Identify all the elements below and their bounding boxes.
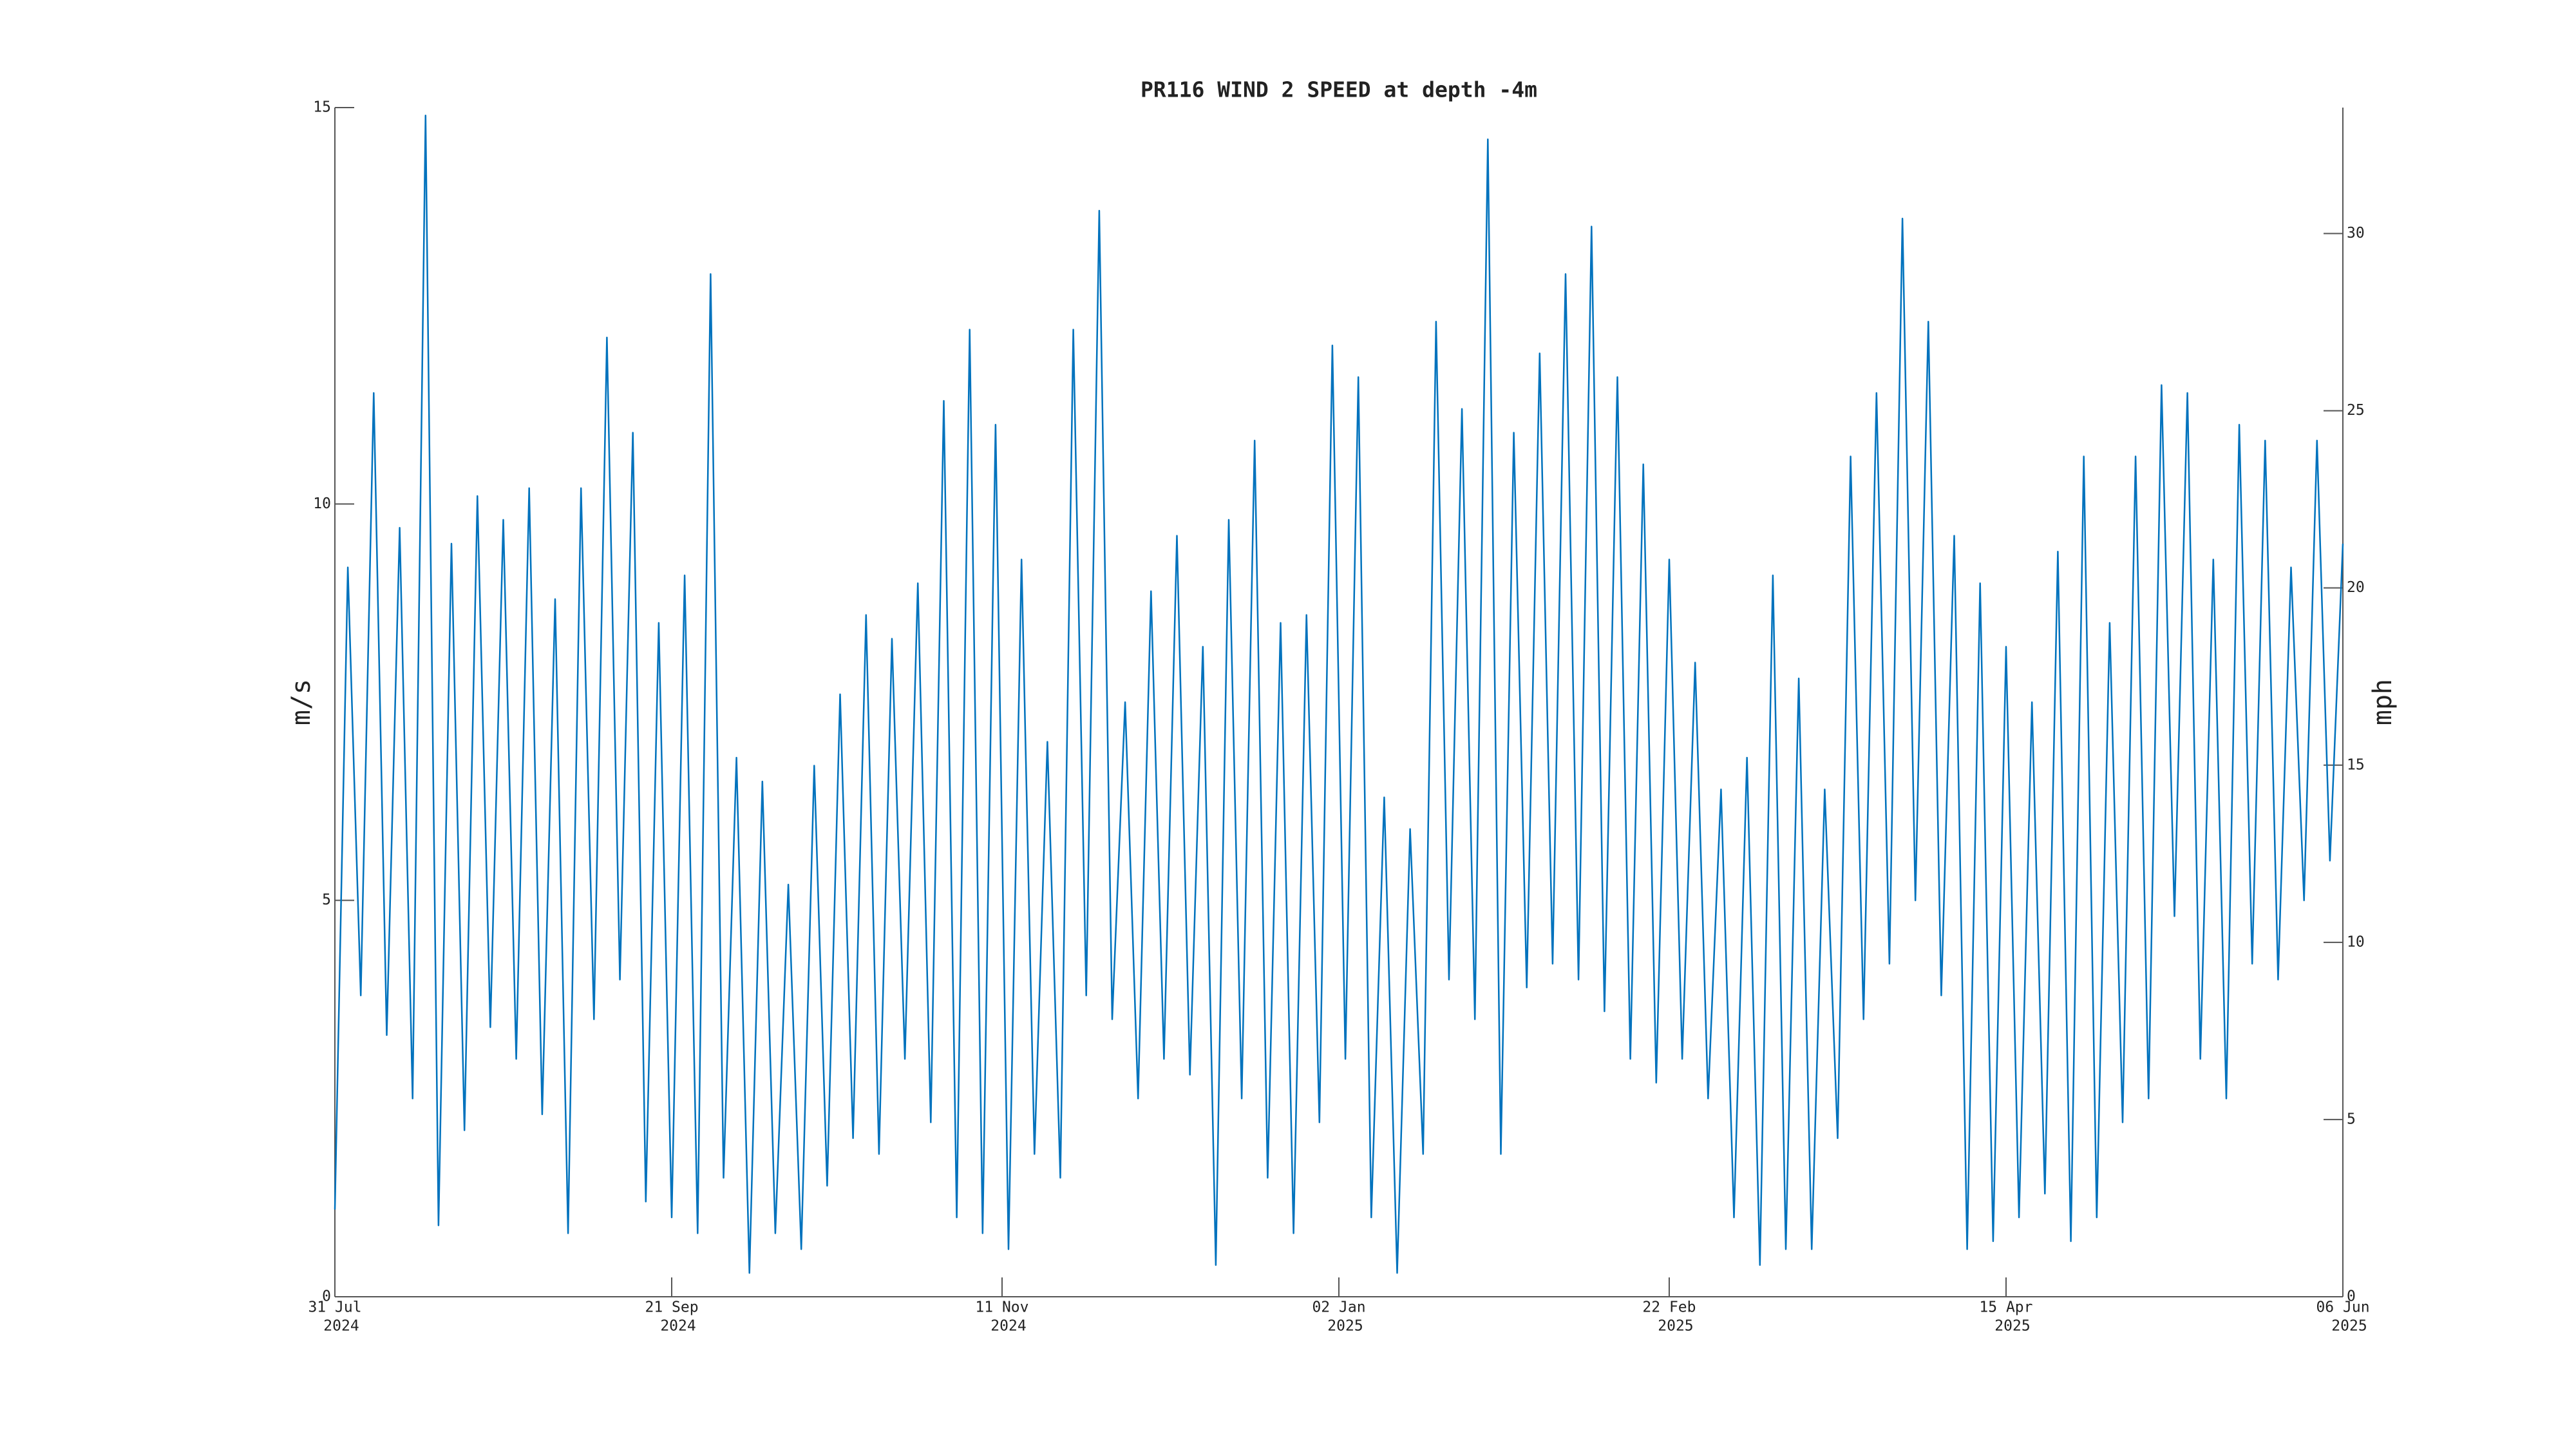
y2-tick-label: 25	[2347, 402, 2365, 419]
x-tick-label: 2024	[660, 1318, 696, 1335]
y2-tick-label: 15	[2347, 756, 2365, 773]
x-tick-label: 21 Sep	[645, 1299, 698, 1316]
y2-tick-label: 30	[2347, 225, 2365, 242]
x-tick-label: 15 Apr	[1979, 1299, 2032, 1316]
y-axis-label: m/s	[287, 679, 316, 725]
x-tick-label: 22 Feb	[1642, 1299, 1696, 1316]
x-tick-label: 31 Jul	[308, 1299, 361, 1316]
x-tick-label: 06 Jun	[2316, 1299, 2369, 1316]
y-tick-label: 15	[313, 99, 331, 116]
x-tick-label: 2024	[323, 1318, 359, 1335]
chart-title: PR116 WIND 2 SPEED at depth -4m	[1141, 77, 1537, 102]
x-tick-label: 2025	[1327, 1318, 1363, 1335]
x-tick-label: 2025	[2331, 1318, 2367, 1335]
y-tick-label: 10	[313, 495, 331, 512]
x-tick-label: 2025	[1994, 1318, 2030, 1335]
x-tick-label: 2025	[1658, 1318, 1693, 1335]
data-line	[334, 115, 2344, 1274]
y-tick-label: 0	[322, 1288, 331, 1305]
y2-tick-label: 10	[2347, 933, 2365, 950]
x-tick-label: 11 Nov	[975, 1299, 1028, 1316]
y2-tick-label: 5	[2347, 1111, 2356, 1127]
x-tick-label: 02 Jan	[1312, 1299, 1365, 1316]
y-tick-label: 5	[322, 892, 331, 908]
y2-axis-label: mph	[2368, 679, 2398, 725]
y2-tick-label: 0	[2347, 1288, 2356, 1305]
y2-tick-label: 20	[2347, 579, 2365, 596]
x-tick-label: 2024	[990, 1318, 1026, 1335]
